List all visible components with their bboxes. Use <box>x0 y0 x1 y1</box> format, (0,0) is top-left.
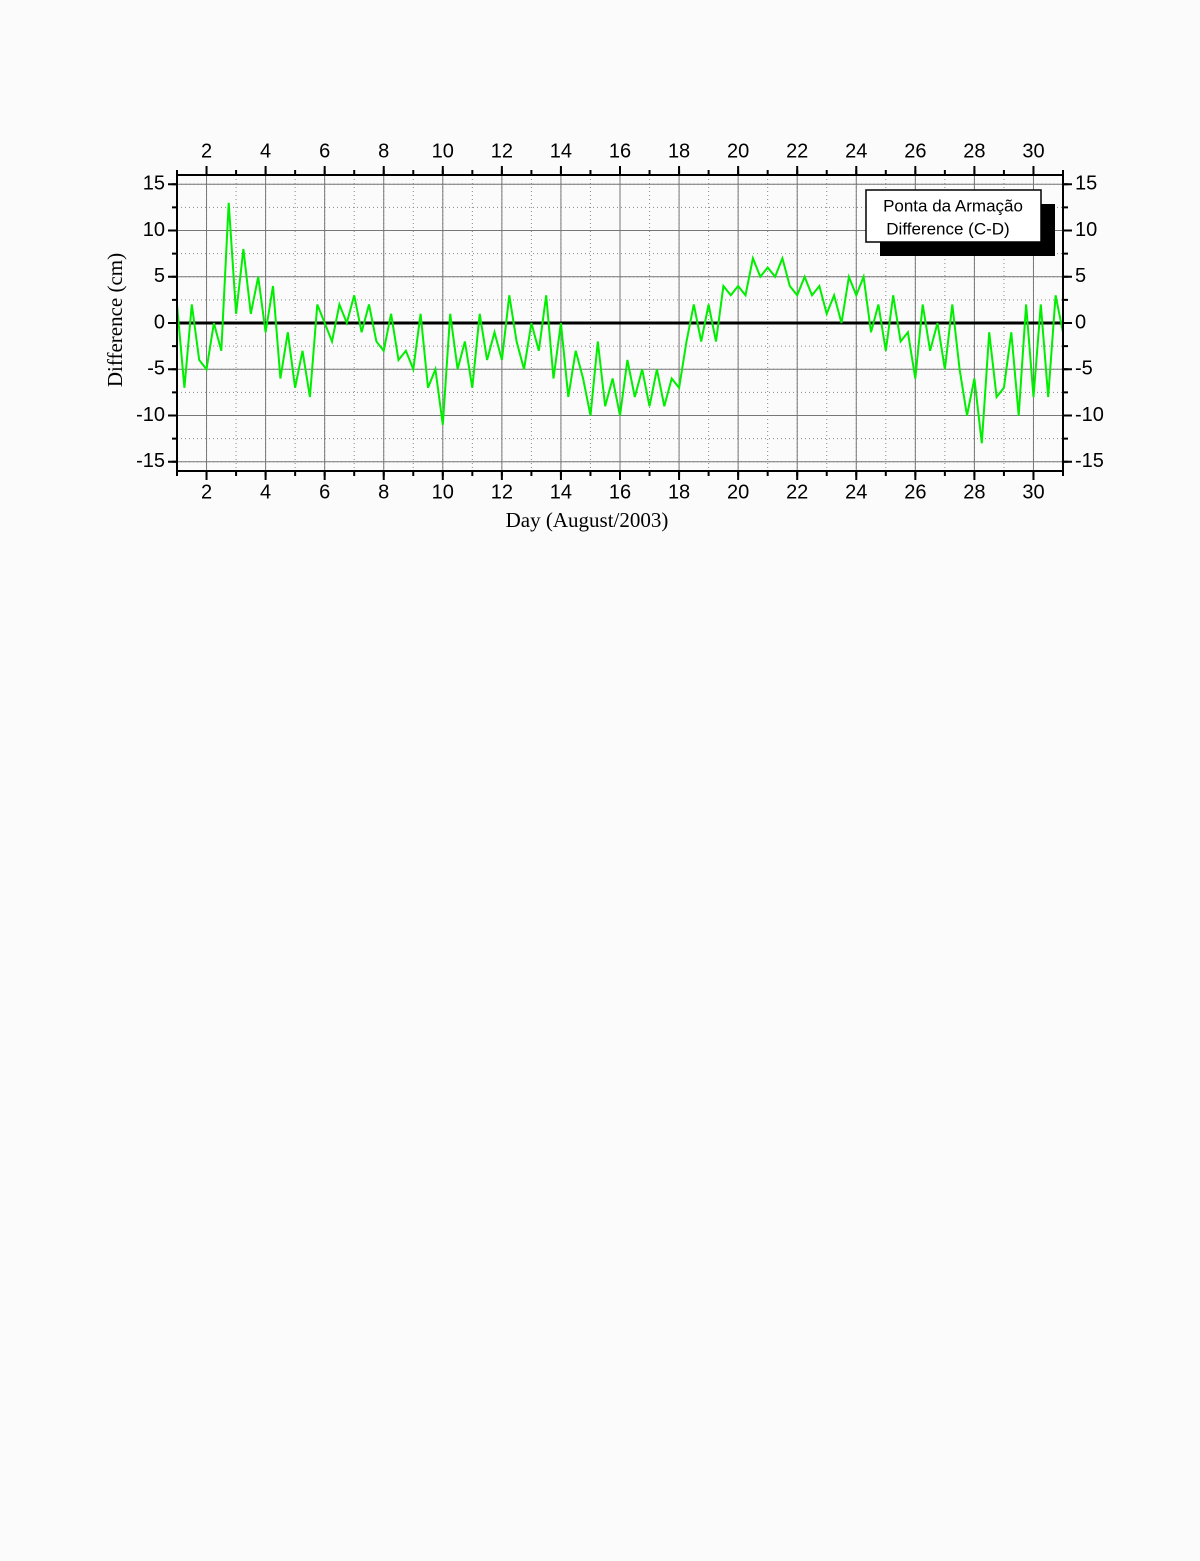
y-tick-label: 15 <box>143 173 165 195</box>
x-tick-label-top: 16 <box>609 140 631 162</box>
x-tick-label-top: 8 <box>378 140 389 162</box>
x-tick-label-top: 10 <box>432 140 454 162</box>
y-tick-label: -15 <box>136 450 165 472</box>
x-tick-label-top: 2 <box>201 140 212 162</box>
x-tick-label: 4 <box>260 481 271 503</box>
x-tick-label-top: 14 <box>550 140 572 162</box>
x-tick-label-top: 30 <box>1022 140 1044 162</box>
legend-box <box>865 189 1042 243</box>
plot-frame <box>176 174 1064 472</box>
y-tick-label-right: -10 <box>1075 404 1104 426</box>
x-tick-label-top: 20 <box>727 140 749 162</box>
x-tick-label: 14 <box>550 481 572 503</box>
x-tick-label-top: 12 <box>491 140 513 162</box>
x-axis-label: Day (August/2003) <box>506 508 669 532</box>
x-tick-label: 26 <box>904 481 926 503</box>
y-tick-label-right: 5 <box>1075 265 1086 287</box>
x-tick-label-top: 28 <box>963 140 985 162</box>
x-tick-label: 24 <box>845 481 867 503</box>
x-tick-label-top: 4 <box>260 140 271 162</box>
y-tick-label-right: -15 <box>1075 450 1104 472</box>
x-tick-label: 30 <box>1022 481 1044 503</box>
legend-entry: Difference (C-D) <box>886 219 1009 238</box>
data-line <box>176 202 1064 444</box>
x-tick-label-top: 22 <box>786 140 808 162</box>
x-tick-label: 16 <box>609 481 631 503</box>
y-tick-label: -5 <box>147 358 165 380</box>
x-tick-label: 2 <box>201 481 212 503</box>
x-tick-label: 22 <box>786 481 808 503</box>
x-tick-label: 20 <box>727 481 749 503</box>
x-tick-label: 12 <box>491 481 513 503</box>
y-tick-label: -10 <box>136 404 165 426</box>
y-tick-label: 5 <box>154 265 165 287</box>
x-tick-label: 28 <box>963 481 985 503</box>
y-tick-label: 10 <box>143 219 165 241</box>
y-tick-label: 0 <box>154 311 165 333</box>
x-tick-label-top: 24 <box>845 140 867 162</box>
y-tick-label-right: 15 <box>1075 173 1097 195</box>
y-tick-label-right: 0 <box>1075 311 1086 333</box>
x-tick-label: 6 <box>319 481 330 503</box>
y-axis-label: Difference (cm) <box>103 253 127 387</box>
x-tick-label: 10 <box>432 481 454 503</box>
x-tick-label-top: 18 <box>668 140 690 162</box>
x-tick-label: 8 <box>378 481 389 503</box>
y-tick-label-right: 10 <box>1075 219 1097 241</box>
legend-title: Ponta da Armação <box>883 196 1023 215</box>
x-tick-label-top: 6 <box>319 140 330 162</box>
x-tick-label: 18 <box>668 481 690 503</box>
x-tick-label-top: 26 <box>904 140 926 162</box>
y-tick-label-right: -5 <box>1075 358 1093 380</box>
